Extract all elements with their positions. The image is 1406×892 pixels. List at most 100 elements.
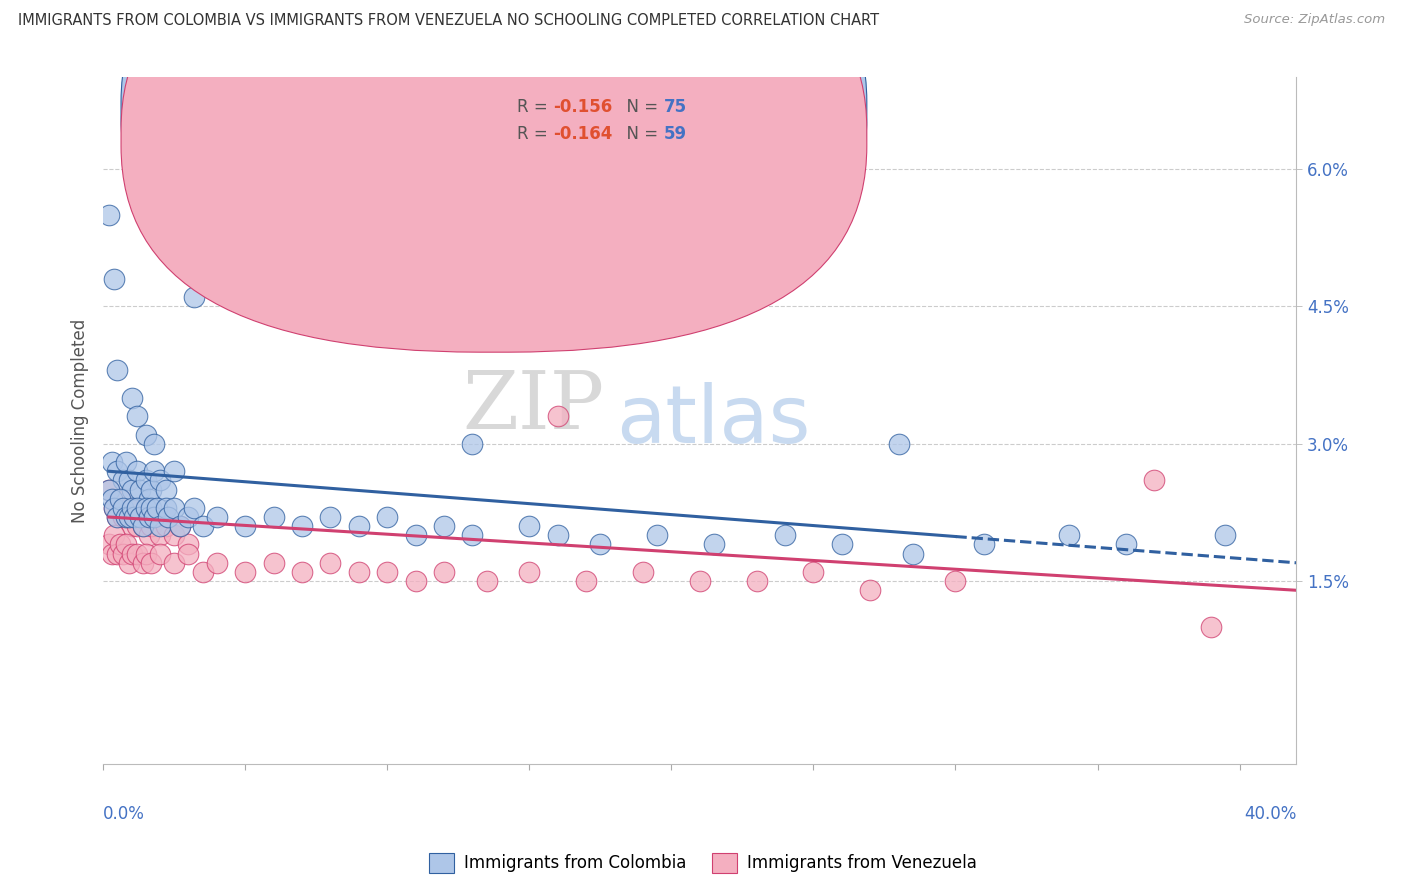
Point	[143, 510, 166, 524]
Point	[169, 519, 191, 533]
Point	[135, 547, 157, 561]
Point	[859, 583, 882, 598]
Point	[149, 519, 172, 533]
Legend: Immigrants from Colombia, Immigrants from Venezuela: Immigrants from Colombia, Immigrants fro…	[423, 847, 983, 880]
Text: N =: N =	[616, 98, 664, 116]
Point	[135, 427, 157, 442]
Point	[461, 436, 484, 450]
Point	[115, 510, 138, 524]
Point	[547, 528, 569, 542]
Point	[163, 500, 186, 515]
Point	[105, 363, 128, 377]
Point	[105, 547, 128, 561]
Point	[589, 537, 612, 551]
Text: 40.0%: 40.0%	[1244, 805, 1296, 823]
Point	[375, 510, 398, 524]
Point	[118, 500, 141, 515]
Text: Source: ZipAtlas.com: Source: ZipAtlas.com	[1244, 13, 1385, 27]
Point	[132, 556, 155, 570]
Text: 59: 59	[664, 126, 688, 144]
Point	[1199, 620, 1222, 634]
Point	[405, 574, 427, 588]
Point	[105, 510, 128, 524]
Point	[100, 547, 122, 561]
Point	[108, 537, 131, 551]
Point	[149, 161, 172, 176]
Point	[433, 565, 456, 579]
Point	[155, 519, 177, 533]
Point	[205, 556, 228, 570]
Point	[132, 519, 155, 533]
Point	[127, 409, 149, 424]
Point	[745, 574, 768, 588]
Text: -0.156: -0.156	[553, 98, 612, 116]
Point	[149, 547, 172, 561]
Point	[138, 528, 160, 542]
Point	[127, 547, 149, 561]
Point	[111, 474, 134, 488]
Point	[475, 574, 498, 588]
Point	[118, 510, 141, 524]
Point	[169, 519, 191, 533]
FancyBboxPatch shape	[121, 0, 868, 352]
Point	[177, 537, 200, 551]
Point	[118, 556, 141, 570]
Point	[1115, 537, 1137, 551]
Point	[135, 500, 157, 515]
Point	[111, 510, 134, 524]
Point	[172, 235, 194, 250]
Point	[118, 474, 141, 488]
FancyBboxPatch shape	[121, 0, 868, 325]
Point	[163, 528, 186, 542]
Point	[141, 519, 163, 533]
Point	[263, 510, 285, 524]
Point	[575, 574, 598, 588]
Point	[973, 537, 995, 551]
Point	[132, 519, 155, 533]
Text: IMMIGRANTS FROM COLOMBIA VS IMMIGRANTS FROM VENEZUELA NO SCHOOLING COMPLETED COR: IMMIGRANTS FROM COLOMBIA VS IMMIGRANTS F…	[18, 13, 879, 29]
Text: 0.0%: 0.0%	[103, 805, 145, 823]
Point	[689, 574, 711, 588]
Text: -0.164: -0.164	[553, 126, 613, 144]
Point	[111, 500, 134, 515]
Point	[115, 537, 138, 551]
Point	[141, 500, 163, 515]
Point	[115, 510, 138, 524]
Point	[111, 547, 134, 561]
Point	[1215, 528, 1237, 542]
Point	[127, 464, 149, 478]
Point	[631, 565, 654, 579]
Point	[291, 519, 314, 533]
Point	[135, 474, 157, 488]
Point	[901, 547, 924, 561]
Point	[127, 500, 149, 515]
Point	[375, 565, 398, 579]
Point	[177, 510, 200, 524]
Point	[517, 565, 540, 579]
Point	[129, 510, 152, 524]
Point	[517, 519, 540, 533]
Point	[105, 464, 128, 478]
Point	[157, 510, 180, 524]
Point	[138, 510, 160, 524]
Point	[121, 500, 143, 515]
Point	[183, 500, 205, 515]
Point	[129, 483, 152, 497]
Point	[205, 510, 228, 524]
Point	[177, 547, 200, 561]
Point	[121, 519, 143, 533]
Point	[105, 510, 128, 524]
Point	[233, 519, 256, 533]
Point	[141, 483, 163, 497]
Text: R =: R =	[517, 126, 553, 144]
Point	[121, 547, 143, 561]
Point	[263, 556, 285, 570]
Point	[405, 528, 427, 542]
Point	[129, 510, 152, 524]
Point	[143, 510, 166, 524]
Point	[163, 464, 186, 478]
Point	[149, 528, 172, 542]
Point	[163, 556, 186, 570]
Point	[183, 290, 205, 304]
Point	[433, 519, 456, 533]
